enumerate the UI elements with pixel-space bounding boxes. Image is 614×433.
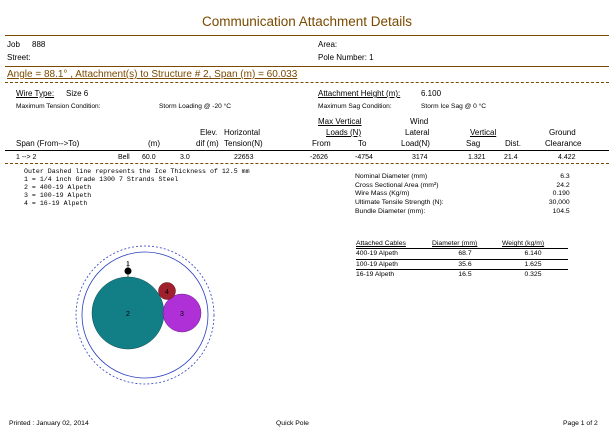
cable-3-circle <box>162 293 202 333</box>
wire-properties-table: Nominal Diameter (mm) 6.3 Cross Sectional… <box>355 172 570 216</box>
ice-thickness-outline <box>75 245 215 385</box>
title-rule <box>5 35 609 36</box>
property-row: Nominal Diameter (mm) 6.3 <box>355 172 570 180</box>
label-3: 3 <box>180 311 184 318</box>
property-row: Wire Mass (Kg/m) 0.190 <box>355 190 570 198</box>
note-cable-2: 2 = 400-19 Alpeth <box>24 184 92 191</box>
attachment-height-label: Attachment Height (m): <box>318 89 401 98</box>
col-wind: Wind <box>410 117 429 126</box>
table-header-rule <box>5 150 609 151</box>
col-sag: Sag <box>466 139 481 148</box>
col-lateral: Lateral <box>405 128 430 137</box>
col-max-vertical: Max Vertical <box>318 117 362 126</box>
label-2: 2 <box>126 311 130 318</box>
property-row: Ultimate Tensile Strength (N): 30,000 <box>355 199 570 207</box>
col-m: (m) <box>148 139 160 148</box>
cable-row: 400-19 Alpeth 68.7 6.140 <box>356 248 568 259</box>
col-elev: Elev. <box>200 128 218 137</box>
max-tension-value: Storm Loading @ -20 °C <box>159 103 232 110</box>
footer-app: Quick Pole <box>276 420 309 427</box>
row-type: Bell <box>118 154 130 161</box>
row-clearance: 4.422 <box>558 154 576 161</box>
attachment-height-value: 6.100 <box>421 89 442 98</box>
cables-header-diameter: Diameter (mm) <box>432 240 478 247</box>
col-dist: Dist. <box>505 139 521 148</box>
note-cable-3: 3 = 100-19 Alpeth <box>24 192 92 199</box>
col-clearance: Clearance <box>545 139 582 148</box>
footer-page: Page 1 of 2 <box>563 420 598 427</box>
max-sag-value: Storm Ice Sag @ 0 °C <box>421 103 487 110</box>
col-horizontal: Horizontal <box>224 128 261 137</box>
bundle-outline <box>81 251 209 379</box>
row-span: 1 --> 2 <box>16 154 37 161</box>
wire-type-label: Wire Type: <box>16 89 55 98</box>
row-length: 60.0 <box>142 154 156 161</box>
note-cable-1: 1 = 1/4 inch Grade 1300 7 Strands Steel <box>24 176 179 183</box>
footer-printed: Printed : January 02, 2014 <box>9 420 89 427</box>
wire-type-value: Size 6 <box>66 89 89 98</box>
section-dash-rule <box>5 82 609 83</box>
col-dif: dif (m) <box>196 139 219 148</box>
row-tension: 22653 <box>234 154 254 161</box>
property-row: Cross Sectional Area (mm²) 24.2 <box>355 181 570 189</box>
note-ice-line: Outer Dashed line represents the Ice Thi… <box>24 168 250 175</box>
cable-bundle-diagram: 1 2 3 4 <box>75 245 215 385</box>
row-elev-dif: 3.0 <box>180 154 190 161</box>
label-4: 4 <box>165 289 169 296</box>
col-tension: Tension(N) <box>224 139 263 148</box>
cable-row: 16-19 Alpeth 16.5 0.325 <box>356 269 568 280</box>
max-tension-label: Maximum Tension Condition: <box>16 103 101 110</box>
row-sag: 1.321 <box>468 154 486 161</box>
col-load: Load(N) <box>401 139 430 148</box>
note-cable-4: 4 = 16-19 Alpeth <box>24 200 88 207</box>
col-ground: Ground <box>549 128 576 137</box>
col-loads: Loads (N) <box>326 128 362 137</box>
messenger-1-circle <box>124 267 132 275</box>
cable-4-circle <box>158 282 176 300</box>
col-span: Span (From-->To) <box>16 139 80 148</box>
row-load-to: -4754 <box>355 154 373 161</box>
col-vertical: Vertical <box>470 128 497 137</box>
row-dist: 21.4 <box>504 154 518 161</box>
col-to: To <box>358 139 367 148</box>
job-label: Job <box>7 40 20 49</box>
row-load-from: -2626 <box>310 154 328 161</box>
cable-row: 100-19 Alpeth 35.6 1.625 <box>356 258 568 270</box>
property-row: Bundle Diameter (mm): 104.5 <box>355 208 570 216</box>
max-sag-label: Maximum Sag Condition: <box>318 103 392 110</box>
label-1: 1 <box>126 261 130 268</box>
angle-span-heading: Angle = 88.1° , Attachment(s) to Structu… <box>7 69 298 80</box>
col-from: From <box>312 139 331 148</box>
row-lateral: 3174 <box>412 154 428 161</box>
cables-header-name: Attached Cables <box>356 240 406 247</box>
street-label: Street: <box>7 53 31 62</box>
area-label: Area: <box>318 40 338 49</box>
row-dash-rule <box>5 163 609 164</box>
attached-cables-table: Attached Cables Diameter (mm) Weight (kg… <box>356 239 568 280</box>
job-value: 888 <box>32 40 46 49</box>
page-title: Communication Attachment Details <box>201 14 413 29</box>
header-rule <box>5 66 609 67</box>
cables-header-weight: Weight (kg/m) <box>502 240 545 247</box>
pole-number: Pole Number: 1 <box>318 53 374 62</box>
